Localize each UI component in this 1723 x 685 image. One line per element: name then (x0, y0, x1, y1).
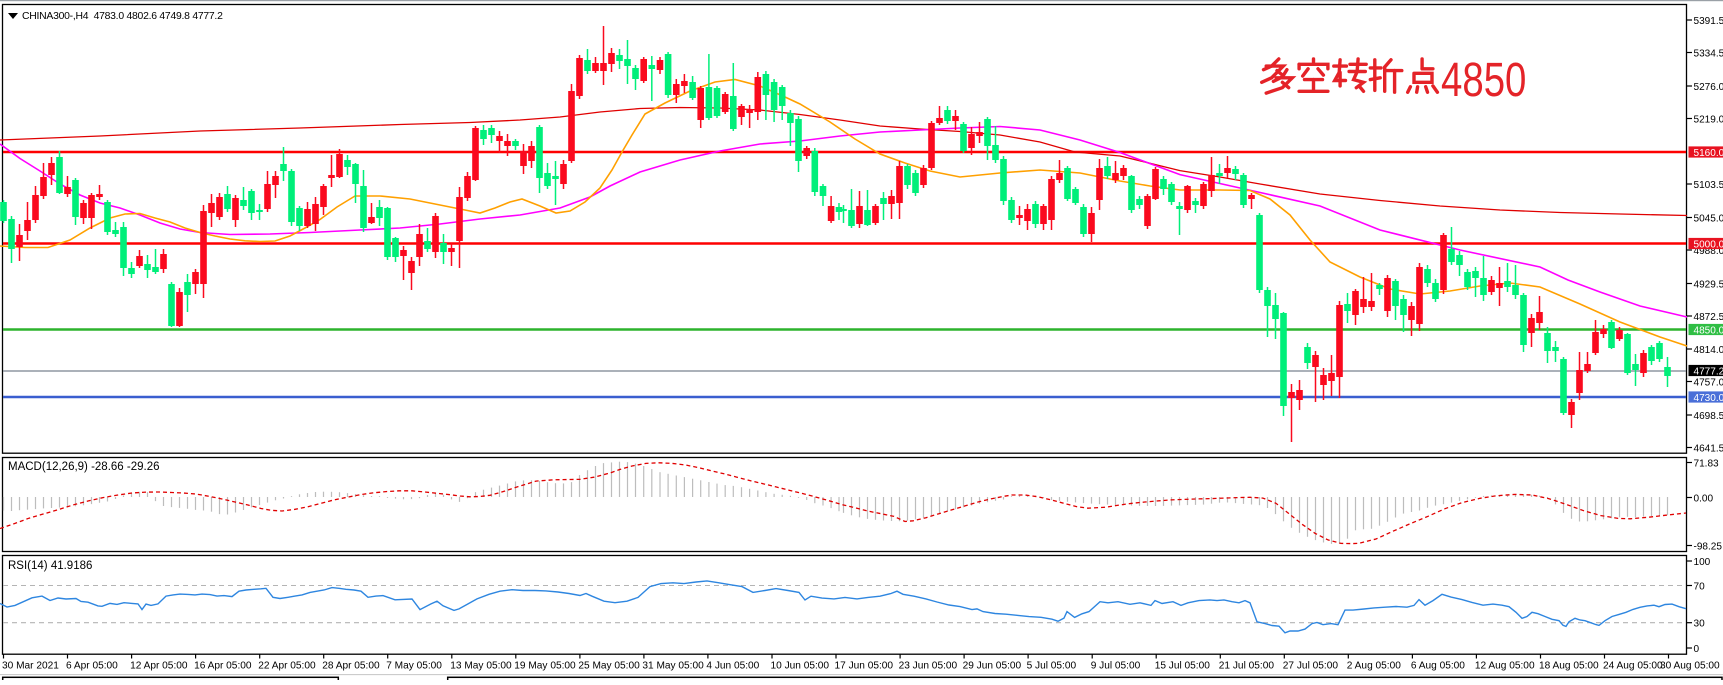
svg-text:21 Jul 05:00: 21 Jul 05:00 (1219, 661, 1275, 672)
svg-text:12 Aug 05:00: 12 Aug 05:00 (1475, 661, 1535, 672)
svg-text:4872.5: 4872.5 (1694, 312, 1723, 323)
svg-text:4 Jun 05:00: 4 Jun 05:00 (706, 661, 759, 672)
svg-text:100: 100 (1694, 557, 1711, 568)
svg-text:70: 70 (1694, 581, 1706, 592)
svg-text:4850.0: 4850.0 (1694, 326, 1723, 337)
svg-text:30: 30 (1694, 619, 1706, 630)
svg-text:23 Jun 05:00: 23 Jun 05:00 (899, 661, 958, 672)
svg-text:12 Apr 05:00: 12 Apr 05:00 (130, 661, 188, 672)
svg-text:9 Jul 05:00: 9 Jul 05:00 (1091, 661, 1141, 672)
svg-text:25 May 05:00: 25 May 05:00 (578, 661, 640, 672)
svg-text:5103.5: 5103.5 (1694, 180, 1723, 191)
svg-text:16 Apr 05:00: 16 Apr 05:00 (194, 661, 252, 672)
svg-text:22 Apr 05:00: 22 Apr 05:00 (258, 661, 316, 672)
svg-text:4929.5: 4929.5 (1694, 279, 1723, 290)
svg-text:29 Jun 05:00: 29 Jun 05:00 (963, 661, 1022, 672)
svg-text:31 May 05:00: 31 May 05:00 (642, 661, 704, 672)
svg-text:4730.0: 4730.0 (1694, 393, 1723, 404)
svg-text:4777.2: 4777.2 (1694, 367, 1723, 378)
svg-text:0.00: 0.00 (1694, 493, 1714, 504)
svg-text:10 Jun 05:00: 10 Jun 05:00 (771, 661, 830, 672)
svg-text:6 Aug 05:00: 6 Aug 05:00 (1411, 661, 1465, 672)
svg-text:6 Apr 05:00: 6 Apr 05:00 (66, 661, 118, 672)
svg-text:5276.0: 5276.0 (1694, 82, 1723, 93)
svg-text:5391.5: 5391.5 (1694, 16, 1723, 27)
svg-text:30 Mar 2021: 30 Mar 2021 (2, 661, 59, 672)
svg-text:MACD(12,26,9) -28.66 -29.26: MACD(12,26,9) -28.66 -29.26 (8, 461, 160, 473)
svg-text:19 May 05:00: 19 May 05:00 (514, 661, 576, 672)
svg-text:17 Jun 05:00: 17 Jun 05:00 (835, 661, 894, 672)
svg-text:27 Jul 05:00: 27 Jul 05:00 (1283, 661, 1339, 672)
svg-text:18 Aug 05:00: 18 Aug 05:00 (1539, 661, 1599, 672)
svg-text:5045.0: 5045.0 (1694, 213, 1723, 224)
svg-text:13 May 05:00: 13 May 05:00 (450, 661, 512, 672)
svg-text:24 Aug 05:00: 24 Aug 05:00 (1603, 661, 1663, 672)
svg-text:4850: 4850 (1441, 54, 1526, 107)
svg-text:28 Apr 05:00: 28 Apr 05:00 (322, 661, 380, 672)
svg-text:0: 0 (1694, 644, 1700, 655)
svg-text:5160.0: 5160.0 (1694, 148, 1723, 159)
svg-text:-98.25: -98.25 (1694, 541, 1723, 552)
svg-text:4814.0: 4814.0 (1694, 345, 1723, 356)
svg-text:5 Jul 05:00: 5 Jul 05:00 (1027, 661, 1077, 672)
svg-text:5334.5: 5334.5 (1694, 48, 1723, 59)
svg-text:15 Jul 05:00: 15 Jul 05:00 (1155, 661, 1211, 672)
svg-text:CHINA300-,H4 4783.0 4802.6 47: CHINA300-,H4 4783.0 4802.6 4749.8 4777.2 (22, 11, 223, 22)
svg-text:4698.5: 4698.5 (1694, 411, 1723, 422)
svg-text:30 Aug 05:00: 30 Aug 05:00 (1660, 661, 1720, 672)
svg-text:4641.5: 4641.5 (1694, 443, 1723, 454)
svg-text:71.83: 71.83 (1694, 458, 1720, 469)
svg-text:RSI(14) 41.9186: RSI(14) 41.9186 (8, 560, 92, 572)
svg-text:5000.0: 5000.0 (1694, 240, 1723, 251)
svg-text:7 May 05:00: 7 May 05:00 (386, 661, 442, 672)
svg-text:4757.0: 4757.0 (1694, 377, 1723, 388)
svg-text:5219.0: 5219.0 (1694, 114, 1723, 125)
svg-text:2 Aug 05:00: 2 Aug 05:00 (1347, 661, 1401, 672)
